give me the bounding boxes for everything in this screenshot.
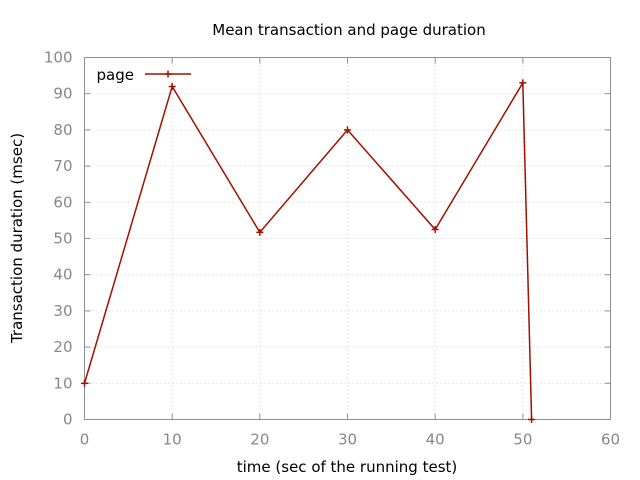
y-axis-label: Transaction duration (msec) (8, 133, 26, 344)
data-point (519, 79, 527, 87)
data-point (528, 416, 536, 423)
x-tick-label: 50 (513, 431, 532, 449)
data-point (81, 379, 88, 387)
series-line-page (83, 80, 533, 420)
data-point (256, 228, 264, 236)
x-tick-label: 20 (250, 431, 269, 449)
y-tick-label: 50 (53, 230, 72, 248)
y-tick-label: 40 (53, 266, 72, 284)
y-tick-label: 60 (53, 193, 72, 211)
data-point (344, 126, 351, 134)
legend-label-page: page (97, 66, 134, 84)
x-tick-label: 0 (80, 431, 90, 449)
legend: page (97, 66, 191, 84)
series-lines (81, 79, 536, 423)
y-tick-label: 10 (53, 374, 72, 392)
data-point (168, 82, 176, 90)
chart-title: Mean transaction and page duration (212, 21, 485, 39)
ticks (84, 57, 611, 420)
x-tick-label: 30 (338, 431, 357, 449)
data-point (431, 225, 439, 233)
y-tick-label: 100 (44, 49, 73, 67)
x-tick-label: 60 (601, 431, 620, 449)
y-tick-labels: 0 10 20 30 40 50 60 70 80 90 100 (44, 49, 73, 429)
grid-lines (84, 57, 611, 420)
x-tick-label: 40 (426, 431, 445, 449)
x-axis-label: time (sec of the running test) (237, 458, 458, 476)
y-tick-label: 80 (53, 121, 72, 139)
legend-marker-page (164, 70, 172, 78)
y-tick-label: 20 (53, 338, 72, 356)
y-tick-label: 70 (53, 157, 72, 175)
y-tick-label: 90 (53, 85, 72, 103)
x-tick-labels: 0 10 20 30 40 50 60 (80, 431, 620, 449)
legend-marker (164, 70, 172, 78)
y-tick-label: 0 (63, 411, 73, 429)
y-tick-label: 30 (53, 302, 72, 320)
x-tick-label: 10 (163, 431, 182, 449)
